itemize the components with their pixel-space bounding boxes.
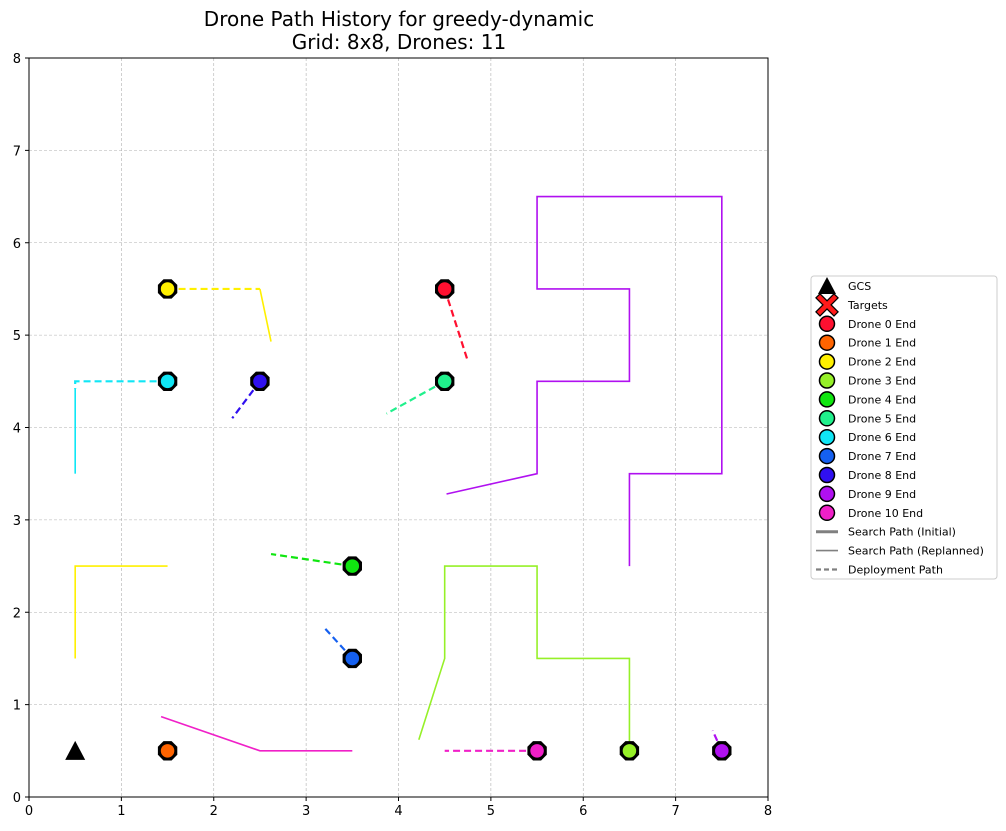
drone-2-replanned-path — [74, 565, 168, 659]
legend-drone-4-icon — [818, 391, 836, 408]
legend-drone-2-icon — [818, 353, 836, 370]
drone-7-end-marker — [344, 650, 361, 667]
drone-0-end-marker — [436, 280, 453, 298]
legend-deployment-label: Deployment Path — [848, 564, 943, 577]
y-tick-label: 1 — [13, 699, 21, 714]
legend-search-initial-label: Search Path (Initial) — [848, 526, 956, 539]
drone-9-replanned-path — [446, 195, 723, 567]
x-tick-label: 0 — [25, 804, 33, 819]
drone-end-markers — [65, 279, 732, 761]
drone-10-end-marker — [528, 742, 546, 760]
legend-drone-1-label: Drone 1 End — [848, 337, 916, 350]
y-tick-label: 3 — [13, 514, 21, 529]
x-tick-label: 2 — [210, 804, 218, 819]
chart-title: Drone Path History for greedy-dynamic — [204, 7, 594, 31]
drone-3-replanned-path — [418, 565, 631, 751]
legend-drone-3-icon — [818, 372, 836, 389]
drone-0-deploy-path — [443, 288, 469, 362]
drone-6-end-marker — [159, 373, 176, 390]
legend-drone-4-label: Drone 4 End — [848, 393, 916, 406]
y-tick-label: 7 — [13, 144, 21, 159]
drone-8-deploy-path — [231, 380, 261, 419]
drone-9-end-marker — [713, 742, 731, 760]
legend-drone-9-label: Drone 9 End — [848, 488, 916, 501]
y-tick-label: 4 — [13, 422, 21, 437]
y-tick-label: 0 — [13, 791, 21, 806]
drone-5-deploy-path — [385, 380, 446, 415]
x-tick-label: 1 — [117, 804, 125, 819]
legend-drone-5-label: Drone 5 End — [848, 412, 916, 425]
drone-2-replanned-path — [259, 288, 272, 342]
legend-search-replanned-label: Search Path (Replanned) — [848, 545, 984, 558]
y-tick-label: 6 — [13, 237, 21, 252]
drone-3-end-marker — [621, 742, 638, 760]
grid-lines — [29, 58, 768, 797]
legend-drone-8-icon — [818, 466, 836, 484]
drone-7-deploy-path — [322, 626, 354, 660]
legend-drone-0-icon — [818, 315, 836, 333]
drone-2-end-marker — [159, 280, 176, 298]
x-tick-label: 4 — [394, 804, 402, 819]
x-tick-label: 5 — [487, 804, 495, 819]
y-tick-label: 2 — [13, 606, 21, 621]
drone-8-end-marker — [251, 373, 269, 390]
legend-drone-10-icon — [818, 504, 836, 522]
legend-drone-8-label: Drone 8 End — [848, 469, 916, 482]
drone-4-end-marker — [344, 557, 361, 575]
legend-drone-9-icon — [818, 485, 836, 503]
axis-ticks: 0 1 2 3 4 5 6 7 8 0 1 2 3 4 5 6 7 8 — [13, 52, 772, 819]
legend: GCS Targets Drone 0 End Drone 1 End Drone 2 … — [810, 275, 998, 580]
legend-drone-0-label: Drone 0 End — [848, 318, 916, 331]
legend-drone-5-icon — [818, 410, 836, 427]
legend-gcs-label: GCS — [848, 280, 871, 293]
x-tick-label: 3 — [302, 804, 310, 819]
legend-drone-2-label: Drone 2 End — [848, 356, 916, 369]
legend-drone-3-label: Drone 3 End — [848, 375, 916, 388]
gcs-marker — [65, 740, 86, 760]
drone-10-replanned-path — [160, 715, 353, 752]
legend-targets-label: Targets — [847, 299, 888, 312]
legend-drone-6-icon — [818, 428, 836, 446]
legend-drone-7-label: Drone 7 End — [848, 450, 916, 463]
legend-drone-10-label: Drone 10 End — [848, 507, 923, 520]
drone-6-deploy-path — [74, 380, 168, 389]
drone-4-deploy-path — [270, 552, 353, 568]
x-tick-label: 6 — [579, 804, 587, 819]
drone-paths — [74, 195, 723, 752]
drone-5-end-marker — [436, 373, 453, 390]
chart-subtitle: Grid: 8x8, Drones: 11 — [292, 30, 506, 54]
x-tick-label: 8 — [764, 804, 772, 819]
legend-frame — [810, 275, 998, 580]
legend-drone-1-icon — [818, 334, 836, 351]
y-tick-label: 5 — [13, 329, 21, 344]
legend-gcs-icon — [818, 277, 836, 294]
legend-drone-7-icon — [818, 447, 836, 465]
legend-drone-6-label: Drone 6 End — [848, 431, 916, 444]
legend-targets-icon — [816, 294, 838, 316]
x-tick-label: 7 — [671, 804, 679, 819]
drone-1-end-marker — [159, 742, 176, 760]
y-tick-label: 8 — [13, 52, 21, 67]
